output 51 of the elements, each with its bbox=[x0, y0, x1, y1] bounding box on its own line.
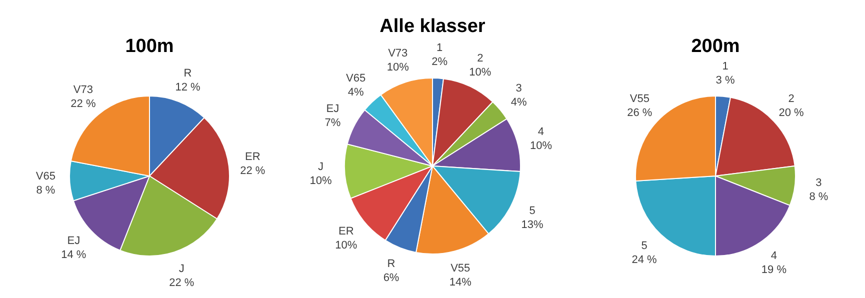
slice-label: 4 bbox=[770, 250, 778, 262]
data-label: 10% bbox=[530, 140, 552, 152]
data-label: 10% bbox=[335, 239, 358, 252]
data-label: 14 % bbox=[61, 249, 86, 262]
slice-label: R bbox=[184, 67, 192, 80]
slice-label: J bbox=[318, 161, 324, 174]
slice-label: V73 bbox=[73, 84, 93, 96]
data-label: 19 % bbox=[761, 264, 787, 276]
data-label: 26 % bbox=[627, 106, 652, 119]
slice-label: 5 bbox=[641, 240, 648, 252]
data-label: 8 % bbox=[809, 191, 828, 204]
data-label: 2% bbox=[432, 56, 448, 68]
data-label: 4% bbox=[510, 96, 527, 109]
slice-label: V73 bbox=[388, 47, 408, 60]
data-label: 10% bbox=[310, 175, 332, 188]
slice-label: 2 bbox=[477, 52, 484, 65]
data-label: 10% bbox=[386, 61, 410, 74]
chart-title: 200m bbox=[690, 36, 741, 59]
data-label: 3 % bbox=[716, 74, 735, 86]
data-label: 6% bbox=[383, 272, 400, 284]
slice-label: V65 bbox=[346, 72, 366, 84]
slice-label: 1 bbox=[722, 60, 728, 72]
slice-label: EJ bbox=[67, 235, 80, 248]
slice-label: 1 bbox=[436, 42, 443, 54]
slice-label: 5 bbox=[529, 204, 536, 217]
data-label: 4% bbox=[348, 86, 364, 98]
slice-label: EJ bbox=[326, 103, 340, 116]
data-label: 22 % bbox=[169, 276, 194, 289]
chart-title: 100m bbox=[124, 36, 175, 59]
data-label: 14% bbox=[449, 276, 472, 288]
slice-label: 4 bbox=[538, 126, 544, 138]
data-label: 13% bbox=[521, 218, 544, 231]
data-label: 20 % bbox=[778, 106, 804, 119]
data-label: 10% bbox=[469, 66, 492, 79]
data-label: 24 % bbox=[632, 254, 658, 266]
data-label: 22 % bbox=[240, 164, 266, 177]
data-label: 7% bbox=[324, 117, 341, 130]
slice-label: 2 bbox=[788, 92, 794, 105]
slice-label: V55 bbox=[450, 262, 470, 274]
slice-label: ER bbox=[245, 150, 260, 163]
chart-title: Alle klasser bbox=[378, 16, 486, 39]
slice-label: J bbox=[178, 262, 184, 275]
slice-label: R bbox=[387, 258, 396, 270]
slice-label: 3 bbox=[516, 82, 522, 95]
data-label: 8 % bbox=[36, 184, 56, 197]
slice-label: ER bbox=[338, 225, 354, 238]
slice-label: 3 bbox=[816, 177, 822, 190]
slice-label: V65 bbox=[36, 170, 56, 183]
data-label: 22 % bbox=[70, 98, 96, 110]
slice-label: V55 bbox=[630, 92, 650, 105]
data-label: 12 % bbox=[175, 81, 201, 94]
